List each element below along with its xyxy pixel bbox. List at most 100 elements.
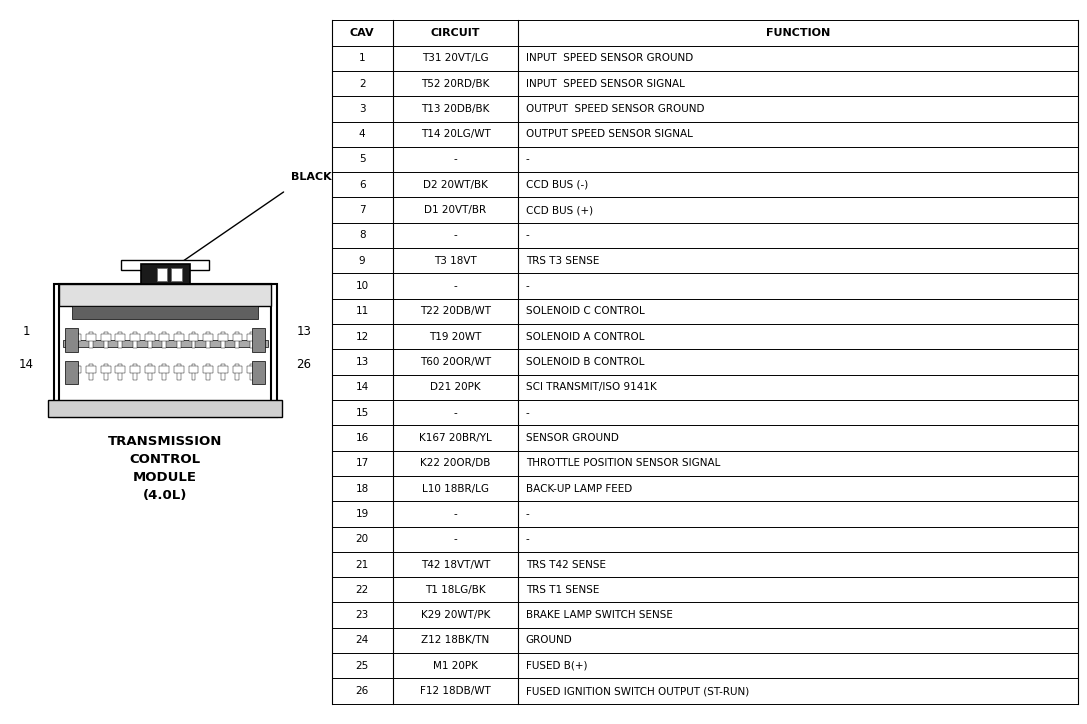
Text: F12 18DB/WT: F12 18DB/WT — [420, 686, 491, 696]
Bar — [115, 334, 125, 341]
Text: -: - — [453, 281, 458, 291]
Bar — [53, 285, 276, 417]
Text: 13: 13 — [297, 326, 311, 338]
Text: 25: 25 — [355, 661, 368, 670]
Bar — [221, 364, 225, 380]
Text: FUSED IGNITION SWITCH OUTPUT (ST-RUN): FUSED IGNITION SWITCH OUTPUT (ST-RUN) — [526, 686, 749, 696]
Text: T31 20VT/LG: T31 20VT/LG — [422, 54, 489, 63]
Text: T52 20RD/BK: T52 20RD/BK — [422, 79, 489, 88]
Bar — [103, 364, 108, 380]
Text: -: - — [526, 509, 529, 519]
Bar — [122, 259, 209, 269]
Text: T13 20DB/BK: T13 20DB/BK — [422, 104, 489, 114]
Text: CCD BUS (+): CCD BUS (+) — [526, 205, 594, 215]
Bar — [64, 329, 78, 352]
Bar — [250, 364, 254, 380]
Bar — [247, 334, 257, 341]
Text: 5: 5 — [359, 154, 365, 164]
Bar — [252, 361, 265, 384]
Text: 10: 10 — [355, 281, 368, 291]
Text: T19 20WT: T19 20WT — [429, 332, 482, 342]
Bar — [148, 364, 151, 380]
Text: -: - — [526, 281, 529, 291]
Bar — [189, 334, 199, 341]
Bar — [233, 334, 242, 341]
Text: FUNCTION: FUNCTION — [766, 28, 830, 38]
Text: TRS T42 SENSE: TRS T42 SENSE — [526, 560, 605, 570]
Text: -: - — [526, 230, 529, 240]
Bar — [236, 332, 239, 348]
Bar — [64, 361, 78, 384]
Text: K22 20OR/DB: K22 20OR/DB — [421, 458, 490, 468]
Bar — [221, 332, 225, 348]
Bar — [250, 332, 254, 348]
Text: 20: 20 — [355, 534, 368, 544]
Bar — [191, 364, 196, 380]
Bar — [141, 264, 189, 284]
Bar — [101, 334, 111, 341]
Text: D1 20VT/BR: D1 20VT/BR — [424, 205, 487, 215]
Bar — [145, 366, 154, 374]
Text: SOLENOID C CONTROL: SOLENOID C CONTROL — [526, 306, 645, 316]
Bar — [203, 366, 213, 374]
Text: 19: 19 — [355, 509, 368, 519]
Bar — [48, 400, 283, 417]
Text: 23: 23 — [355, 610, 368, 620]
Text: 18: 18 — [355, 484, 368, 494]
Bar — [72, 366, 82, 374]
Bar — [130, 334, 140, 341]
Text: 1: 1 — [359, 54, 365, 63]
Text: 4: 4 — [359, 129, 365, 139]
Text: BRAKE LAMP SWITCH SENSE: BRAKE LAMP SWITCH SENSE — [526, 610, 673, 620]
Text: TRS T1 SENSE: TRS T1 SENSE — [526, 585, 599, 595]
Text: SOLENOID B CONTROL: SOLENOID B CONTROL — [526, 357, 645, 367]
Text: 11: 11 — [355, 306, 368, 316]
Bar — [75, 364, 78, 380]
Bar — [75, 332, 78, 348]
Text: 26: 26 — [297, 358, 311, 371]
Text: 6: 6 — [359, 180, 365, 190]
Bar — [89, 364, 93, 380]
Bar — [207, 364, 210, 380]
Bar — [203, 334, 213, 341]
Text: T3 18VT: T3 18VT — [434, 256, 477, 266]
Bar — [247, 366, 257, 374]
Text: K29 20WT/PK: K29 20WT/PK — [421, 610, 490, 620]
Text: -: - — [453, 509, 458, 519]
Text: T1 18LG/BK: T1 18LG/BK — [425, 585, 486, 595]
Text: 16: 16 — [355, 433, 368, 443]
Bar — [86, 366, 96, 374]
Bar — [59, 284, 272, 306]
Bar — [130, 366, 140, 374]
Text: 17: 17 — [355, 458, 368, 468]
Text: T42 18VT/WT: T42 18VT/WT — [421, 560, 490, 570]
Bar — [72, 334, 82, 341]
Text: FUSED B(+): FUSED B(+) — [526, 661, 587, 670]
Text: INPUT  SPEED SENSOR SIGNAL: INPUT SPEED SENSOR SIGNAL — [526, 79, 685, 88]
Bar — [177, 332, 180, 348]
Bar — [115, 366, 125, 374]
Bar — [162, 364, 166, 380]
Text: K167 20BR/YL: K167 20BR/YL — [420, 433, 492, 443]
Text: TRS T3 SENSE: TRS T3 SENSE — [526, 256, 599, 266]
Bar — [174, 334, 184, 341]
Text: T60 20OR/WT: T60 20OR/WT — [420, 357, 491, 367]
Bar — [118, 332, 123, 348]
Text: OUTPUT  SPEED SENSOR GROUND: OUTPUT SPEED SENSOR GROUND — [526, 104, 704, 114]
Bar — [145, 334, 154, 341]
Text: -: - — [526, 408, 529, 418]
Text: OUTPUT SPEED SENSOR SIGNAL: OUTPUT SPEED SENSOR SIGNAL — [526, 129, 692, 139]
Bar — [217, 366, 227, 374]
Text: 24: 24 — [355, 636, 368, 645]
Text: 8: 8 — [359, 230, 365, 240]
Bar — [101, 366, 111, 374]
Text: -: - — [453, 230, 458, 240]
Text: 21: 21 — [355, 560, 368, 570]
Text: M1 20PK: M1 20PK — [433, 661, 478, 670]
Text: 22: 22 — [355, 585, 368, 595]
Bar — [217, 334, 227, 341]
Text: 1: 1 — [23, 326, 30, 338]
Bar — [191, 332, 196, 348]
Bar — [236, 364, 239, 380]
Text: CAV: CAV — [350, 28, 374, 38]
